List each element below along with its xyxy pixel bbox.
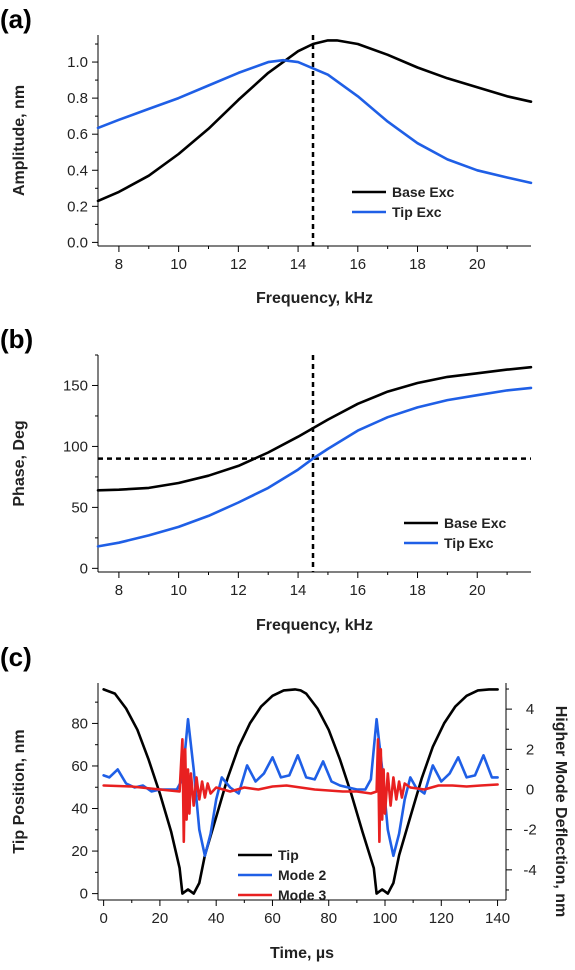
- x-axis-label: Frequency, kHz: [256, 617, 373, 634]
- x-tick-label: 140: [485, 910, 510, 927]
- x-tick-label: 20: [469, 256, 486, 273]
- x-tick-label: 16: [349, 256, 366, 273]
- x-tick-label: 120: [429, 910, 454, 927]
- y-tick-label: 150: [63, 377, 88, 394]
- x-tick-label: 14: [290, 256, 307, 273]
- y-axis-label: Amplitude, nm: [11, 85, 28, 196]
- y-axis-label: Tip Position, nm: [11, 729, 28, 853]
- legend-label: Mode 3: [278, 887, 326, 903]
- y-tick-label: 1.0: [67, 54, 88, 71]
- panel-label: (b): [0, 324, 33, 354]
- series-line-tip: [102, 688, 499, 895]
- x-tick-label: 18: [409, 256, 426, 273]
- y-tick-label: 40: [71, 801, 88, 818]
- x-tick-label: 10: [170, 582, 187, 599]
- x-tick-label: 8: [115, 582, 123, 599]
- panel-label: (a): [0, 4, 32, 34]
- series-line-tip-exc: [96, 58, 533, 185]
- y-tick-label: 60: [71, 758, 88, 775]
- y-tick-label: 0.8: [67, 90, 88, 107]
- x-tick-label: 40: [208, 910, 225, 927]
- series-line-tip-exc: [96, 386, 533, 548]
- x-tick-label: 20: [469, 582, 486, 599]
- series-line-base-exc: [96, 365, 533, 492]
- x-tick-label: 12: [230, 582, 247, 599]
- x-tick-label: 100: [372, 910, 397, 927]
- x-tick-label: 60: [264, 910, 281, 927]
- x-tick-label: 80: [320, 910, 337, 927]
- y-tick-label: 0: [80, 886, 88, 903]
- y-right-tick-label: -2: [523, 822, 536, 839]
- y-axis-label: Phase, Deg: [11, 420, 28, 506]
- legend-label: Base Exc: [392, 184, 454, 200]
- legend-label: Tip Exc: [392, 204, 442, 220]
- x-tick-label: 0: [99, 910, 107, 927]
- x-tick-label: 20: [152, 910, 169, 927]
- x-axis-label: Time, µs: [270, 945, 334, 962]
- y-right-tick-label: 4: [526, 701, 534, 718]
- x-axis-label: Frequency, kHz: [256, 290, 373, 307]
- y-tick-label: 0: [80, 560, 88, 577]
- panel-label: (c): [0, 642, 32, 672]
- x-tick-label: 16: [349, 582, 366, 599]
- y-tick-label: 0.4: [67, 162, 88, 179]
- x-tick-label: 8: [115, 256, 123, 273]
- legend-label: Tip: [278, 847, 299, 863]
- series-line-mode-3: [102, 737, 499, 844]
- series-line-base-exc: [96, 39, 533, 203]
- y-tick-label: 50: [71, 499, 88, 516]
- x-tick-label: 14: [290, 582, 307, 599]
- x-tick-label: 10: [170, 256, 187, 273]
- x-tick-label: 18: [409, 582, 426, 599]
- y-tick-label: 100: [63, 438, 88, 455]
- y-tick-label: 0.2: [67, 198, 88, 215]
- legend-label: Mode 2: [278, 867, 326, 883]
- y-right-tick-label: 2: [526, 741, 534, 758]
- y-right-tick-label: -4: [523, 862, 536, 879]
- y-right-tick-label: 0: [526, 781, 534, 798]
- y-tick-label: 0.0: [67, 234, 88, 251]
- legend-label: Tip Exc: [444, 535, 494, 551]
- y-tick-label: 0.6: [67, 126, 88, 143]
- legend-label: Base Exc: [444, 515, 506, 531]
- x-tick-label: 12: [230, 256, 247, 273]
- y-tick-label: 80: [71, 715, 88, 732]
- y-tick-label: 20: [71, 843, 88, 860]
- y-axis-right-label: Higher Mode Deflection, nm: [552, 706, 569, 918]
